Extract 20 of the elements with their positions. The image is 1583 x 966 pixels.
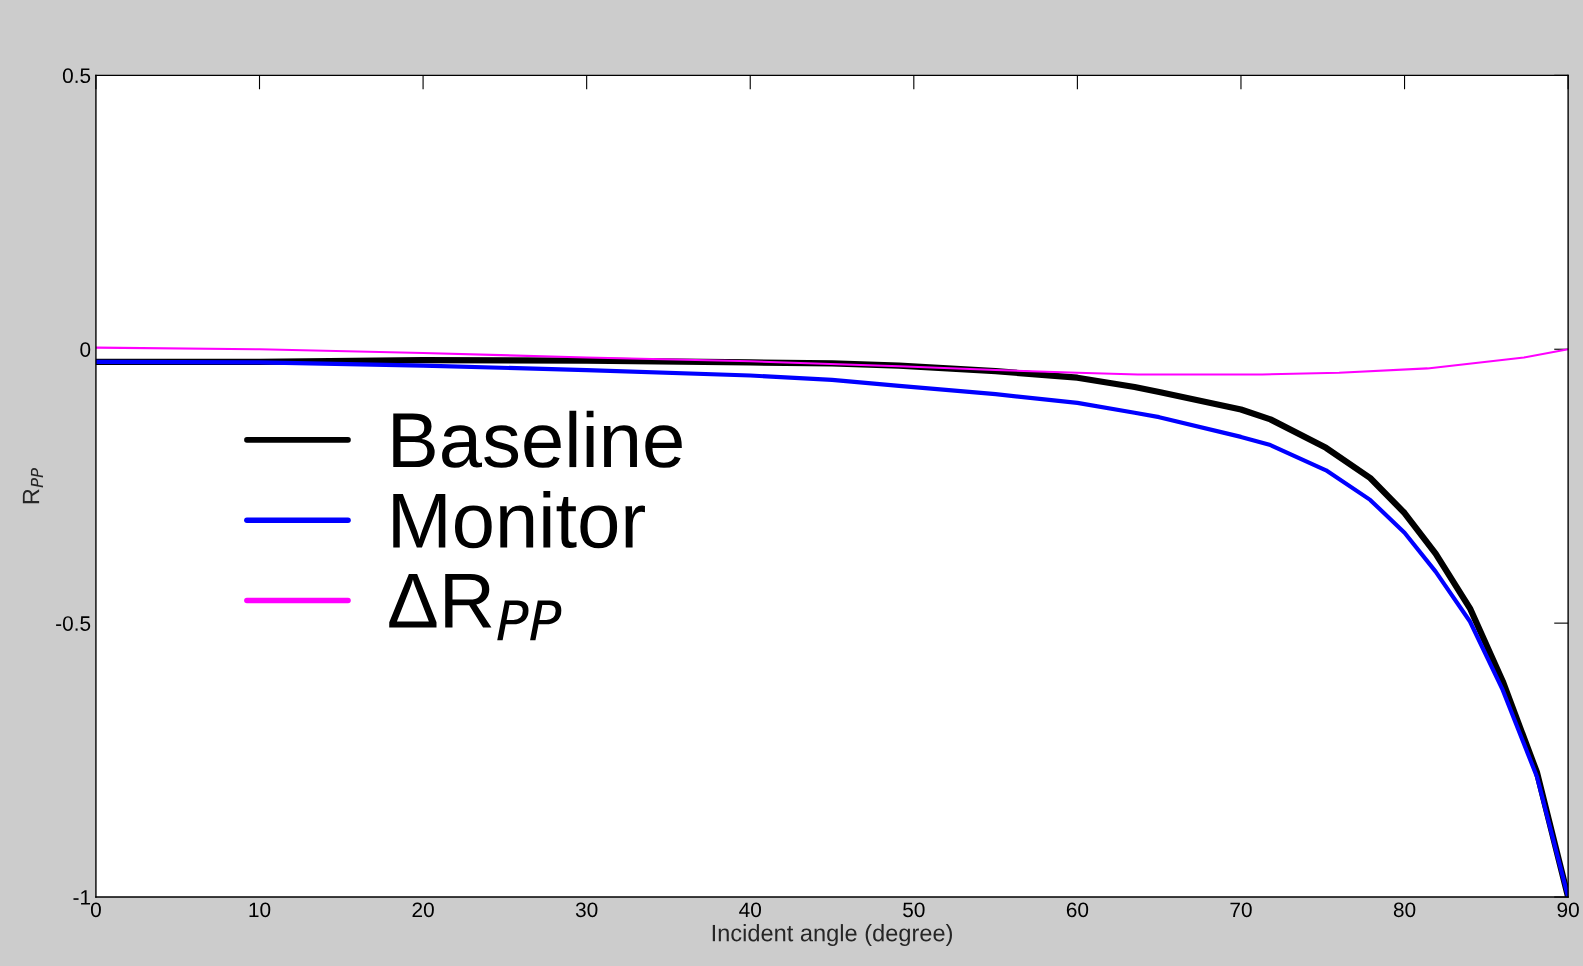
line-series xyxy=(95,346,1569,376)
y-tick-label: -0.5 xyxy=(56,616,91,631)
y-axis-title: R$_{PP}$ xyxy=(22,468,43,504)
y-tick-label: 0.5 xyxy=(62,68,91,84)
x-axis-title: Incident angle (degree) xyxy=(712,924,952,947)
x-tick-label: 10 xyxy=(249,902,271,918)
legend-label: Baseline xyxy=(393,410,682,468)
x-tick-label: 50 xyxy=(903,902,925,918)
x-tick-label: 60 xyxy=(1066,902,1089,918)
x-tick-label: 90 xyxy=(1557,902,1579,918)
x-tick-label: 80 xyxy=(1393,902,1416,918)
x-tick-label: 0 xyxy=(90,902,101,918)
x-tick-label: 20 xyxy=(412,902,434,918)
y-tick-label: -1 xyxy=(73,890,91,905)
legend-label: ΔR$_{PP}$ xyxy=(389,574,562,641)
x-tick-label: 30 xyxy=(575,902,598,918)
legend-label: Monitor xyxy=(393,491,645,549)
x-tick-label: 70 xyxy=(1230,902,1252,918)
x-tick-label: 40 xyxy=(739,902,762,918)
y-tick-label: 0 xyxy=(80,342,91,357)
